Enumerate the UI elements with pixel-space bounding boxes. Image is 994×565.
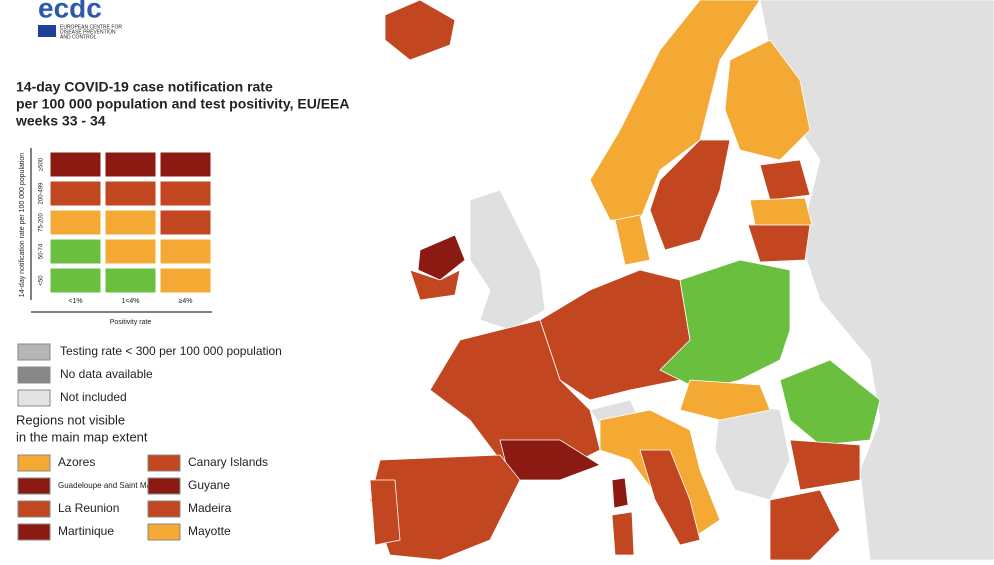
region-swatch <box>147 500 181 518</box>
poland-cz-sk <box>659 259 791 391</box>
region-label: Guadeloupe and Saint Martin <box>58 481 162 490</box>
legend-label: No data available <box>60 367 153 381</box>
logo-subtitle: EUROPEAN CENTRE FOR <box>60 24 122 30</box>
hungary-austria <box>679 379 771 421</box>
denmark <box>614 214 651 266</box>
region-label: La Reunion <box>58 501 119 515</box>
row-label: 75-200 <box>39 212 45 231</box>
ireland <box>409 269 461 301</box>
eu-flag <box>38 25 56 37</box>
matrix-cell <box>159 180 212 207</box>
row-label: <50 <box>39 275 45 286</box>
region-swatch <box>17 500 51 518</box>
region-label: Martinique <box>58 524 114 538</box>
portugal <box>369 479 401 546</box>
corsica <box>611 477 629 509</box>
region-label: Canary Islands <box>188 455 268 469</box>
matrix-cell <box>159 209 212 236</box>
title: 14-day COVID-19 case notification rate <box>16 79 273 95</box>
col-label: 1<4% <box>121 298 139 305</box>
region-swatch <box>17 523 51 541</box>
region-swatch <box>147 477 181 495</box>
logo: ecdc <box>38 0 102 37</box>
matrix-cell <box>49 267 102 294</box>
matrix-cell <box>159 267 212 294</box>
iceland <box>384 0 456 61</box>
matrix-cell <box>104 238 157 265</box>
logo-subtitle: DISEASE PREVENTION <box>60 29 116 35</box>
legend-label: Testing rate < 300 per 100 000 populatio… <box>60 344 282 358</box>
matrix-cell <box>104 209 157 236</box>
region-swatch <box>147 454 181 472</box>
x-label: Positivity rate <box>110 319 152 326</box>
matrix-cell <box>49 209 102 236</box>
sweden <box>649 139 731 251</box>
region-swatch <box>17 454 51 472</box>
matrix-cell <box>49 238 102 265</box>
region-label: Guyane <box>188 478 230 492</box>
matrix-cell <box>49 151 102 178</box>
legend-swatch <box>17 343 51 361</box>
regions-title: in the main map extent <box>16 429 148 444</box>
legend-swatch <box>17 389 51 407</box>
title: per 100 000 population and test positivi… <box>16 96 349 112</box>
region-label: Azores <box>58 455 95 469</box>
region-swatch <box>17 477 51 495</box>
legend-swatch <box>17 366 51 384</box>
norway <box>589 0 761 221</box>
northern-ireland <box>417 234 466 281</box>
region-label: Madeira <box>188 501 232 515</box>
region-swatch <box>147 523 181 541</box>
matrix-cell <box>49 180 102 207</box>
col-label: <1% <box>68 298 82 305</box>
bulgaria <box>789 439 861 491</box>
italy-centre <box>639 449 701 546</box>
region-label: Mayotte <box>188 524 231 538</box>
non-eu-east <box>759 0 994 561</box>
y-label: 14-day notification rate per 100 000 pop… <box>19 153 26 297</box>
logo-name: ecdc <box>38 0 102 23</box>
latvia <box>749 197 813 226</box>
matrix-cell <box>104 267 157 294</box>
row-label: 200-499 <box>39 182 45 205</box>
finland <box>724 39 811 161</box>
uk <box>469 189 546 331</box>
lithuania <box>747 224 811 263</box>
matrix-cell <box>104 151 157 178</box>
col-label: ≥4% <box>179 298 193 305</box>
greece <box>769 489 841 561</box>
matrix-cell <box>159 151 212 178</box>
estonia <box>759 159 811 201</box>
regions-title: Regions not visible <box>16 412 125 427</box>
romania <box>779 359 881 446</box>
row-label: ≥500 <box>39 157 45 171</box>
matrix-cell <box>104 180 157 207</box>
sardinia <box>611 511 635 556</box>
logo-subtitle: AND CONTROL <box>60 34 97 40</box>
title: weeks 33 - 34 <box>15 113 106 129</box>
matrix-cell <box>159 238 212 265</box>
row-label: 50-74 <box>39 243 45 259</box>
legend-label: Not included <box>60 390 127 404</box>
